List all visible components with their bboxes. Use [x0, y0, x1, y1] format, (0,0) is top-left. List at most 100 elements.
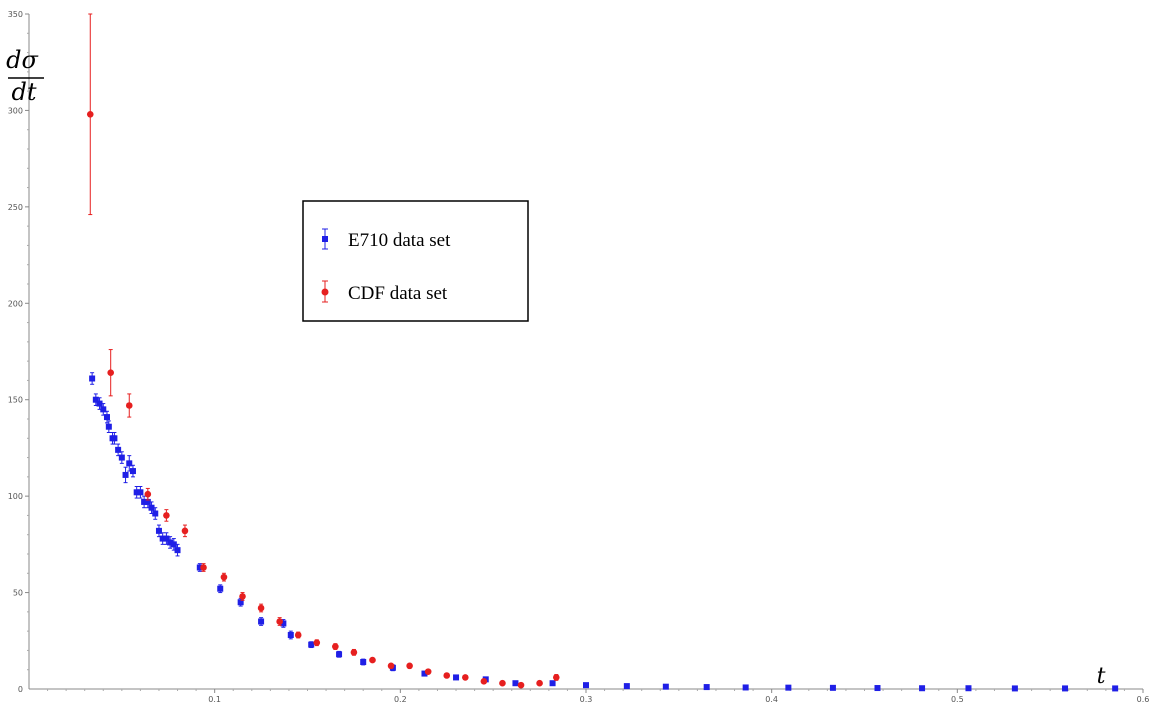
data-point	[336, 651, 343, 658]
data-point	[126, 460, 133, 467]
x-tick-label: 0.3	[580, 695, 593, 704]
data-point	[583, 682, 589, 689]
data-point	[103, 414, 110, 421]
y-tick-label: 50	[13, 589, 23, 598]
data-point	[141, 498, 148, 505]
data-point	[148, 504, 155, 511]
data-point	[105, 423, 112, 430]
data-point	[152, 510, 159, 517]
data-point	[332, 643, 339, 650]
y-tick-label: 350	[8, 10, 23, 19]
data-point	[662, 683, 669, 690]
axes	[28, 14, 1143, 690]
data-point	[167, 539, 174, 546]
data-point	[742, 684, 749, 691]
legend-item-cdf: CDF data set	[321, 280, 448, 304]
data-point	[313, 639, 321, 647]
data-point	[122, 471, 129, 478]
data-point	[174, 547, 181, 554]
data-point	[703, 684, 710, 691]
data-point	[100, 406, 107, 413]
data-point	[480, 677, 488, 685]
data-point	[86, 110, 94, 118]
data-point	[785, 684, 792, 691]
data-point	[294, 631, 302, 639]
x-tick-label: 0.1	[208, 695, 221, 704]
data-point	[623, 683, 630, 690]
data-point	[200, 564, 207, 571]
series-cdf	[86, 13, 560, 689]
data-point	[1112, 685, 1119, 692]
data-point	[517, 681, 525, 689]
data-point	[196, 564, 203, 571]
data-point	[258, 618, 265, 625]
legend-cdf-label: CDF data set	[348, 283, 448, 304]
data-point	[159, 535, 166, 542]
x-tick-label: 0.4	[765, 695, 778, 704]
data-point	[155, 527, 162, 534]
data-point	[163, 535, 170, 542]
data-point	[276, 618, 283, 625]
data-point	[350, 649, 358, 656]
tick-group: 0.1 0.2 0.3 0.4 0.5 0.6 50 100 150 200 250 300 350 0	[8, 10, 1150, 704]
data-point	[421, 670, 428, 677]
data-point	[453, 674, 460, 681]
data-point	[919, 685, 926, 692]
data-point	[965, 685, 972, 692]
y-tick-label: 250	[8, 203, 23, 212]
data-point	[181, 527, 189, 535]
data-point	[144, 498, 151, 505]
data-point	[287, 632, 294, 638]
x-tick-label: 0.6	[1137, 695, 1150, 704]
data-point	[280, 620, 287, 627]
data-point	[125, 402, 133, 409]
data-point	[89, 375, 96, 382]
series-e710	[89, 372, 1119, 692]
data-point	[96, 400, 103, 407]
data-point	[1062, 685, 1069, 692]
data-point	[92, 396, 99, 403]
data-point	[111, 435, 118, 442]
y-axis-label-numerator: dσ	[6, 46, 38, 74]
legend-item-e710: E710 data set	[322, 228, 451, 251]
data-point	[133, 489, 140, 496]
data-point	[163, 512, 170, 519]
data-point	[237, 599, 244, 606]
data-point	[874, 685, 881, 692]
x-tick-label: 0.5	[951, 695, 964, 704]
y-tick-label: 200	[8, 299, 23, 308]
data-point	[406, 662, 413, 670]
data-point	[1011, 685, 1018, 692]
data-point	[144, 490, 152, 498]
legend-e710-marker	[322, 236, 328, 242]
data-point	[369, 656, 376, 664]
x-axis-label: t	[1097, 664, 1106, 689]
data-point	[424, 668, 432, 675]
data-point	[462, 674, 469, 681]
series-layer	[86, 13, 1119, 692]
data-point	[443, 672, 451, 679]
y-tick-label: 150	[8, 396, 23, 405]
data-point	[257, 604, 265, 612]
legend-e710-label: E710 data set	[348, 230, 451, 251]
data-point	[549, 680, 556, 687]
data-point	[107, 369, 114, 377]
x-tick-label: 0.2	[394, 695, 407, 704]
data-point	[552, 674, 560, 681]
data-point	[137, 489, 144, 496]
y-tick-label-zero: 0	[18, 685, 23, 694]
data-point	[308, 641, 315, 648]
y-tick-label: 300	[8, 106, 23, 115]
data-point	[170, 541, 177, 548]
data-point	[115, 446, 122, 453]
legend-box	[302, 200, 529, 322]
data-point	[387, 662, 395, 670]
data-point	[118, 454, 125, 461]
y-axis-label-denominator: dt	[11, 78, 36, 106]
data-point	[220, 573, 228, 581]
legend-cdf-marker	[321, 288, 329, 296]
data-point	[239, 593, 246, 600]
legend: E710 data set CDF data set	[302, 200, 529, 322]
data-point	[536, 679, 543, 687]
